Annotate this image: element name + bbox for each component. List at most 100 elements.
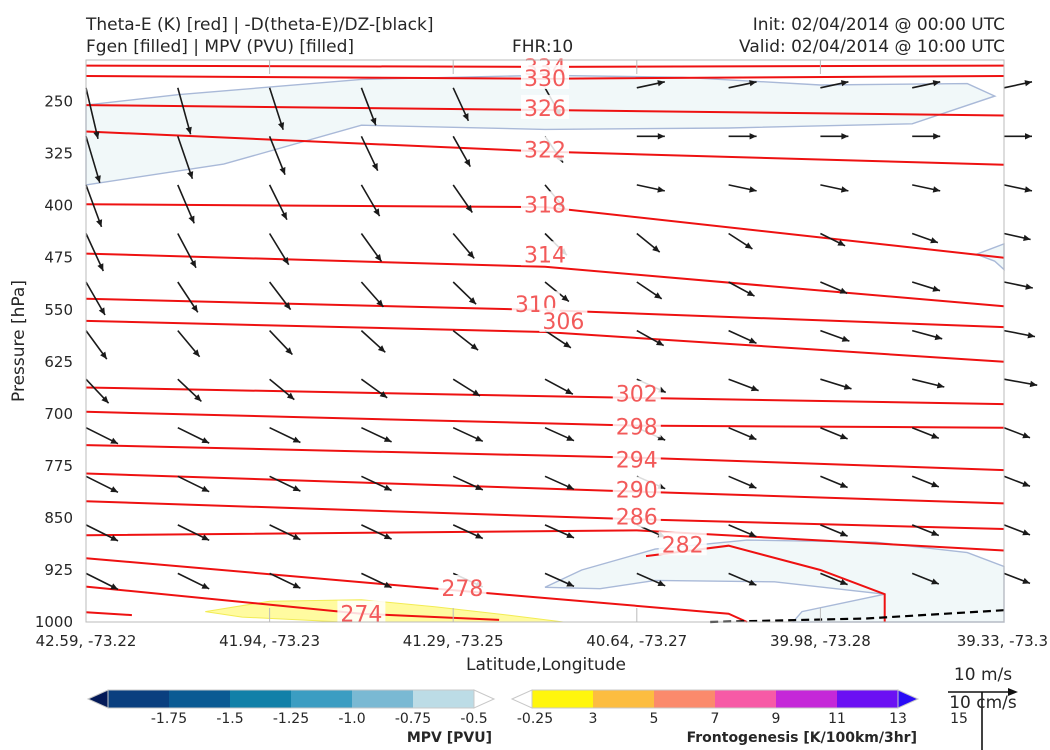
colorbar-tick-label: 5 (650, 711, 659, 727)
theta-e-contour (85, 252, 1005, 308)
wind-vector-head (565, 388, 573, 395)
wind-vector (85, 136, 101, 184)
frontogenesis-colorbar: 3 5 7 9 11 13 15 Frontogenesis [K/100km/3hr] (510, 689, 968, 746)
y-tick-label: 400 (44, 197, 73, 215)
wind-vector-head (465, 204, 473, 213)
wind-vector-head (283, 302, 291, 310)
theta-e-label: 326 (524, 97, 566, 122)
theta-e-label-bg (612, 503, 661, 528)
wind-vector-head (98, 307, 105, 315)
theta-e-label: 330 (524, 67, 566, 92)
wind-vector-head (748, 482, 757, 489)
theta-e-label: 282 (662, 533, 704, 558)
wind-vector-head (292, 485, 301, 492)
plot-area: 3343303263223183143103063022982942902862… (85, 53, 1038, 628)
colorbar-tick-label: -1.0 (338, 711, 365, 727)
stability-contour (710, 609, 1005, 624)
wind-vector-head (1024, 186, 1032, 193)
theta-e-label-bg (539, 307, 588, 332)
theta-e-label: 290 (616, 478, 658, 503)
wind-vector-head (932, 285, 940, 292)
wind-vector (85, 184, 103, 228)
colorbar-label: Frontogenesis [K/100km/3hr] (687, 730, 917, 746)
wind-vector-head (201, 534, 210, 541)
colorbar-tick-label: -0.75 (395, 711, 431, 727)
colorbar-swatch (291, 690, 353, 708)
theta-e-label-bg (337, 600, 386, 625)
x-tick-label: 42.59, -73.22 (36, 632, 137, 650)
colorbar-swatch (169, 690, 231, 708)
wind-vector-head (748, 531, 757, 537)
wind-vector-head (841, 335, 850, 342)
wind-vector-head (470, 343, 479, 351)
forecast-hour-label: FHR:10 (512, 37, 574, 57)
wind-vector-head (475, 484, 483, 490)
theta-e-label: 318 (524, 193, 566, 218)
wind-vector-head (748, 433, 757, 440)
wind-vector-head (278, 122, 285, 130)
wind-vector-head (467, 250, 475, 259)
colorbar-tick-label: 3 (589, 711, 598, 727)
x-tick-label: 39.33, -73.3 (957, 632, 1048, 650)
wind-vector-head (383, 533, 392, 540)
colorbar-tick-label: 15 (950, 711, 968, 727)
wind-vector-head (383, 436, 392, 442)
wind-vector-head (192, 349, 200, 357)
wind-vector-head (839, 530, 848, 537)
theta-e-contour (85, 319, 1005, 363)
y-tick-label: 700 (44, 405, 73, 423)
colorbar-swatch (352, 690, 414, 708)
theta-e-label: 274 (340, 603, 382, 628)
x-tick-label: 40.64, -73.27 (586, 632, 687, 650)
mpv-colorbar: -1.75 -1.5 -1.25 -1.0 -0.75 -0.5 -0.25 MPV [PVU… (86, 689, 553, 746)
theta-e-label: 298 (616, 415, 658, 440)
wind-vector-head (934, 333, 943, 341)
theta-e-label: 286 (616, 506, 658, 531)
wind-vector-head (839, 287, 848, 294)
y-tick-label: 925 (44, 561, 73, 579)
wind-vector-head (1029, 380, 1038, 388)
valid-time-label: Valid: 02/04/2014 @ 10:00 UTC (739, 37, 1005, 57)
wind-vector-head (286, 392, 295, 400)
y-tick-label: 850 (44, 509, 73, 527)
wind-vector-head (566, 434, 574, 441)
colorbar-tick-label: 9 (772, 711, 781, 727)
wind-vector-head (840, 80, 849, 87)
wind-vector-head (1025, 283, 1033, 290)
x-axis-label: Latitude,Longitude (466, 655, 626, 675)
wind-vector-head (201, 582, 210, 589)
wind-vector-head (839, 433, 848, 440)
colorbar-tick-label: -1.5 (216, 711, 243, 727)
wind-vector-head (462, 113, 469, 121)
wind-vector-head (1027, 332, 1035, 339)
wind-vector-head (93, 131, 100, 139)
wind-vector-head (110, 583, 118, 590)
wind-vector-head (933, 133, 941, 140)
wind-vector-head (843, 383, 852, 390)
wind-vector-head (839, 579, 848, 585)
theta-e-label-bg (612, 380, 661, 405)
wind-vector-head (744, 242, 753, 249)
theta-e-contour (85, 529, 1005, 552)
wind-vector-head (750, 385, 759, 392)
wind-vector-head (373, 208, 380, 217)
wind-vector-head (748, 337, 757, 344)
colorbar-extend-low (510, 689, 533, 709)
theta-e-label-bg (612, 446, 661, 471)
wind-vector-head (292, 533, 301, 540)
wind-vector-head (96, 219, 103, 227)
wind-vector-head (475, 435, 483, 442)
chart-title-left-2: Fgen [filled] | MPV (PVU) [filled] (86, 37, 355, 57)
wind-vector-head (1022, 480, 1030, 487)
wind-vector-head (379, 391, 388, 398)
theta-e-label-bg (612, 476, 661, 501)
wind-vector-head (837, 239, 846, 246)
colorbar-tick-label: 7 (711, 711, 720, 727)
wind-vector-head (931, 578, 939, 585)
wind-vector (177, 136, 194, 180)
colorbar-tick-label: -0.25 (517, 711, 553, 727)
wind-vector-head (841, 133, 849, 140)
wind-vector-head (749, 133, 757, 140)
chart-title-left-1: Theta-E (K) [red] | -D(theta-E)/DZ-[blac… (86, 15, 434, 35)
